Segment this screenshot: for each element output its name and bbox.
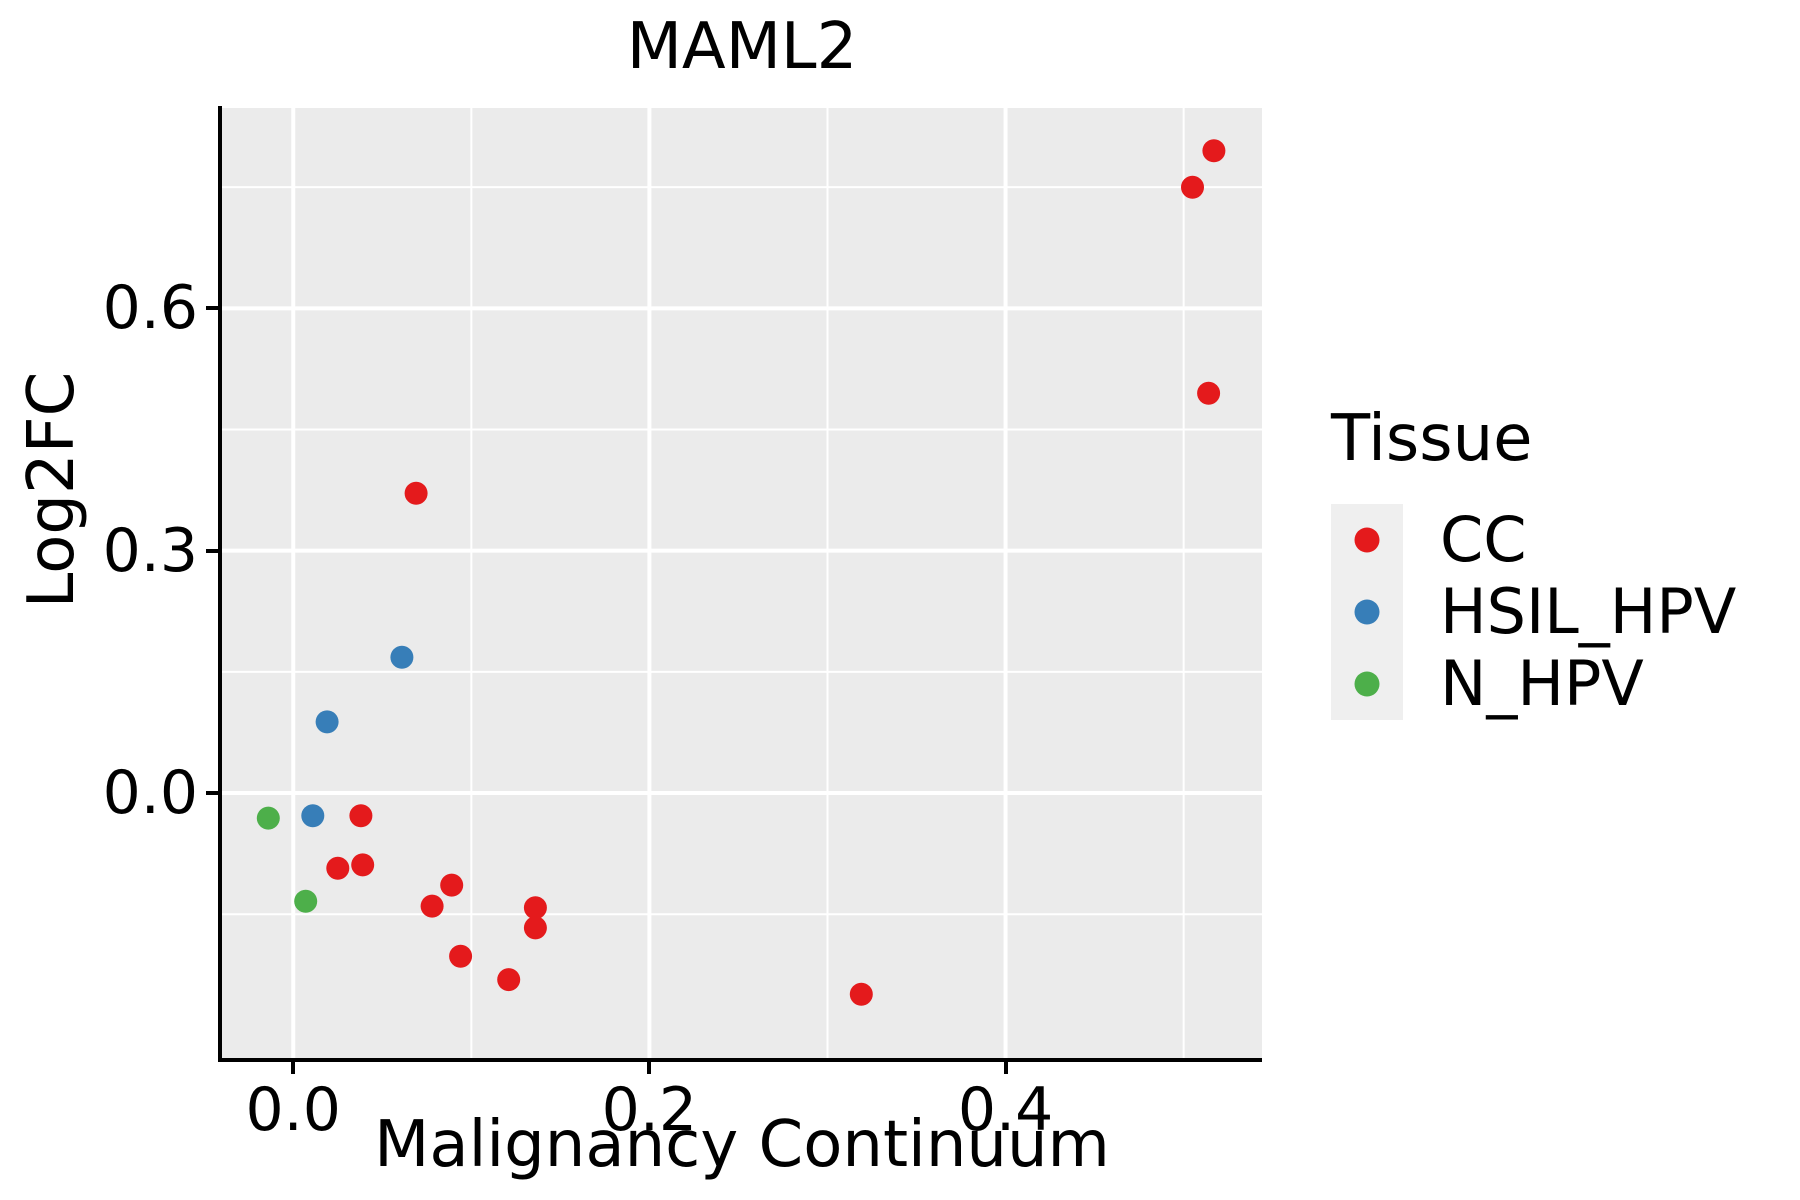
- data-point-N_HPV: [256, 806, 280, 830]
- x-tick-label: 0.2: [601, 1075, 698, 1145]
- data-point-HSIL_HPV: [390, 645, 414, 669]
- legend-items: CC HSIL_HPV N_HPV: [1331, 503, 1737, 721]
- data-point-CC: [449, 944, 473, 968]
- data-point-CC: [497, 968, 521, 992]
- data-point-N_HPV: [294, 889, 318, 913]
- data-point-CC: [326, 856, 350, 880]
- legend-key: [1331, 504, 1403, 577]
- data-point-HSIL_HPV: [301, 804, 325, 828]
- y-tick-mark: [206, 548, 218, 553]
- data-point-CC: [404, 481, 428, 505]
- y-tick-mark: [206, 791, 218, 796]
- legend-dot-icon: [1354, 527, 1380, 553]
- legend-title: Tissue: [1331, 402, 1533, 476]
- x-tick-label: 0.0: [245, 1075, 341, 1145]
- data-point-CC: [440, 873, 464, 897]
- data-point-HSIL_HPV: [315, 710, 339, 734]
- x-tick-label: 0.4: [957, 1075, 1054, 1145]
- data-point-CC: [420, 894, 444, 918]
- legend-dot-icon: [1354, 671, 1380, 697]
- x-axis-line: [218, 1058, 1262, 1062]
- x-tick-mark: [647, 1062, 652, 1074]
- data-point-CC: [1197, 381, 1221, 405]
- legend-key: [1331, 576, 1403, 649]
- y-axis-line: [218, 106, 222, 1062]
- legend-item-N_HPV: N_HPV: [1331, 647, 1736, 721]
- legend-key: [1331, 648, 1403, 721]
- data-point-CC: [849, 982, 873, 1006]
- y-tick-label: 0.3: [102, 515, 198, 586]
- legend-label: HSIL_HPV: [1440, 575, 1737, 649]
- y-tick-label: 0.6: [102, 273, 198, 344]
- plot-title: MAML2: [626, 10, 858, 84]
- legend-item-CC: CC: [1331, 503, 1736, 577]
- data-point-CC: [523, 896, 547, 920]
- x-tick-mark: [291, 1062, 296, 1074]
- y-tick-mark: [206, 306, 218, 311]
- legend-label: N_HPV: [1440, 647, 1644, 721]
- data-point-CC: [1202, 139, 1226, 163]
- y-axis-title: Log2FC: [15, 371, 89, 609]
- legend-item-HSIL_HPV: HSIL_HPV: [1331, 575, 1737, 649]
- data-point-CC: [1181, 175, 1204, 199]
- data-point-CC: [523, 916, 547, 940]
- y-tick-label: 0.0: [102, 758, 198, 829]
- x-tick-mark: [1003, 1062, 1008, 1074]
- data-point-CC: [351, 853, 375, 877]
- data-point-CC: [349, 804, 373, 828]
- legend: Tissue CC HSIL_HPV N_HPV: [1331, 402, 1737, 721]
- legend-dot-icon: [1354, 599, 1380, 625]
- plot-canvas: [222, 108, 1262, 1058]
- panel-background: [222, 108, 1262, 1058]
- legend-label: CC: [1440, 503, 1527, 577]
- x-axis-title: Malignancy Continuum: [374, 1108, 1110, 1182]
- plot-panel: [222, 108, 1262, 1058]
